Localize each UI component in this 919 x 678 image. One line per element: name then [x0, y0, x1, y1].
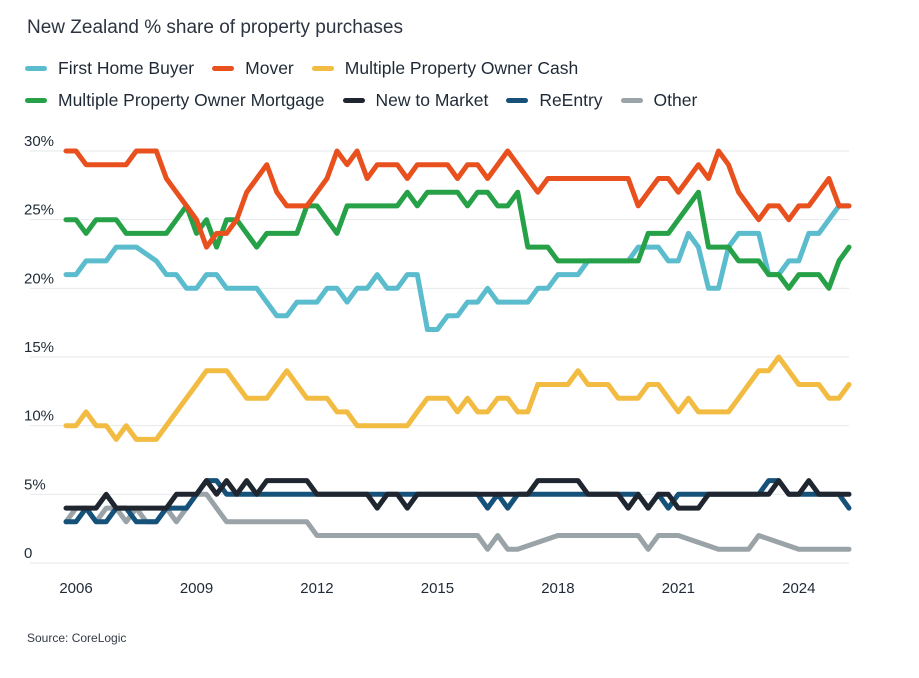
source-note: Source: CoreLogic	[27, 631, 127, 645]
x-tick-label: 2006	[59, 580, 92, 597]
y-tick-label: 15%	[24, 339, 54, 356]
legend-swatch	[212, 65, 235, 71]
legend-label: Multiple Property Owner Cash	[344, 57, 579, 78]
x-tick-label: 2024	[782, 580, 815, 597]
series-line-mover	[63, 148, 852, 250]
legend-swatch	[506, 97, 529, 103]
legend-row-1: First Home Buyer Mover Multiple Property…	[25, 52, 885, 84]
legend-label: Other	[653, 89, 698, 110]
legend-item-other: Other	[620, 89, 698, 111]
legend-label: First Home Buyer	[58, 57, 195, 78]
x-tick-label: 2015	[421, 580, 454, 597]
legend-swatch	[311, 65, 334, 71]
legend-label: ReEntry	[539, 89, 603, 110]
series-line-other	[63, 491, 852, 552]
chart-legend: First Home Buyer Mover Multiple Property…	[25, 52, 885, 116]
series-line-first-home-buyer	[63, 203, 852, 332]
legend-item-mpo-cash: Multiple Property Owner Cash	[311, 57, 579, 79]
chart-title: New Zealand % share of property purchase…	[27, 17, 403, 38]
legend-item-reentry: ReEntry	[506, 89, 603, 111]
legend-item-mpo-mortgage: Multiple Property Owner Mortgage	[25, 90, 325, 111]
series-line-new-to-market	[63, 478, 852, 511]
legend-label: Mover	[245, 57, 294, 78]
y-tick-label: 20%	[24, 270, 54, 287]
legend-swatch	[342, 97, 365, 103]
legend-swatch	[620, 97, 643, 103]
legend-label: New to Market	[375, 89, 489, 110]
legend-item-mover: Mover	[212, 58, 294, 79]
y-tick-label: 0	[24, 545, 32, 562]
legend-item-new-to-market: New to Market	[342, 89, 489, 111]
legend-row-2: Multiple Property Owner Mortgage New to …	[25, 84, 885, 116]
legend-label: Multiple Property Owner Mortgage	[58, 89, 325, 110]
legend-item-first-home-buyer: First Home Buyer	[25, 58, 194, 79]
y-tick-label: 25%	[24, 202, 54, 219]
x-tick-label: 2009	[180, 580, 213, 597]
x-tick-label: 2018	[541, 580, 574, 597]
series-line-multiple-property-owner-cash	[63, 354, 852, 442]
series-line-multiple-property-owner-mortgage	[63, 189, 852, 291]
y-tick-label: 10%	[24, 408, 54, 425]
x-tick-label: 2012	[300, 580, 333, 597]
x-tick-label: 2021	[662, 580, 695, 597]
y-tick-label: 30%	[24, 133, 54, 150]
legend-swatch	[25, 65, 47, 71]
legend-swatch	[25, 97, 47, 103]
y-tick-label: 5%	[24, 476, 46, 493]
